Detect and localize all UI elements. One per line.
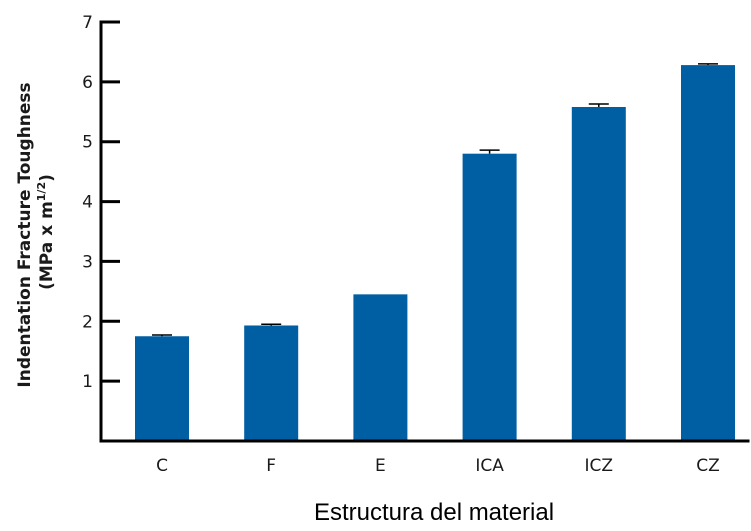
error-bar — [588, 103, 609, 107]
y-tick-label: 6 — [82, 73, 93, 93]
x-tick-label: CZ — [696, 456, 720, 476]
error-bars-layer — [152, 63, 718, 337]
error-bar — [479, 149, 500, 154]
y-tick-label: 1 — [82, 372, 93, 392]
y-axis-label: Indentation Fracture Toughness (MPa x m1… — [15, 76, 57, 387]
bar — [353, 294, 408, 441]
bar — [462, 153, 517, 441]
y-tick-label: 4 — [82, 193, 93, 213]
bar — [571, 106, 626, 442]
error-bar — [698, 63, 718, 66]
x-tick-labels-layer: C F E ICA ICZ CZ — [156, 456, 720, 476]
y-axis-label-line2: (MPa x m1/2) — [35, 174, 57, 290]
x-tick-label: F — [266, 456, 276, 476]
x-tick-label: E — [375, 456, 386, 476]
x-tick-label: ICZ — [585, 456, 614, 476]
x-tick-label: C — [156, 456, 168, 476]
y-tick-label: 5 — [82, 133, 93, 153]
y-ticks-layer: 1 2 3 4 5 6 7 — [82, 13, 120, 392]
error-bar — [261, 323, 282, 326]
y-axis-label-unit: (MPa x m — [37, 201, 57, 290]
bars-layer — [135, 65, 735, 442]
error-bar — [152, 334, 172, 337]
bar — [244, 325, 299, 441]
y-tick-label: 7 — [82, 13, 93, 33]
y-axis-label-close: ) — [37, 174, 57, 182]
y-axis-label-line1: Indentation Fracture Toughness — [15, 82, 35, 387]
x-axis-label: Estructura del material — [314, 499, 554, 526]
bar — [681, 65, 735, 442]
y-axis-label-exponent: 1/2 — [35, 182, 48, 201]
y-tick-label: 2 — [82, 312, 93, 332]
bar — [135, 336, 189, 441]
x-tick-label: ICA — [475, 456, 504, 476]
y-tick-label: 3 — [82, 252, 93, 272]
